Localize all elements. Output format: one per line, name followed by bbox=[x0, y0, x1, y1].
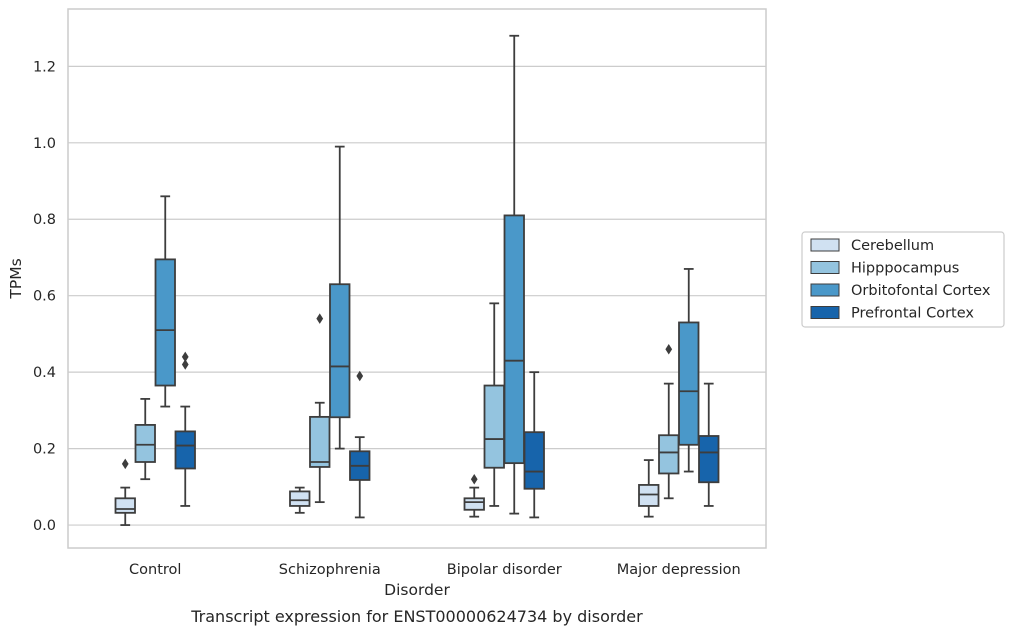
box-cerebellum bbox=[114, 458, 136, 526]
outlier-point bbox=[121, 458, 129, 470]
box-iqr bbox=[503, 214, 525, 465]
legend-swatch bbox=[810, 261, 840, 274]
box-orbitofontal-cortex bbox=[678, 268, 700, 473]
box-iqr bbox=[698, 435, 720, 484]
legend-frame bbox=[801, 231, 1005, 328]
y-tick-label: 0.2 bbox=[33, 442, 56, 458]
legend-label: Orbitofontal Cortex bbox=[851, 283, 991, 299]
legend-swatch bbox=[810, 238, 840, 252]
box-iqr bbox=[463, 497, 485, 511]
legend-label: Hipppocampus bbox=[851, 261, 959, 277]
box-iqr bbox=[174, 430, 196, 470]
outlier-point bbox=[470, 473, 478, 485]
box-hipppocampus bbox=[658, 343, 680, 500]
box-iqr bbox=[523, 431, 545, 490]
box-hipppocampus bbox=[483, 302, 505, 507]
box-iqr bbox=[154, 258, 176, 387]
box-hipppocampus bbox=[134, 398, 156, 481]
legend-swatch bbox=[810, 306, 840, 319]
y-axis-label: TPMs bbox=[7, 258, 25, 299]
box-prefrontal-cortex bbox=[174, 351, 196, 507]
outlier-point bbox=[181, 351, 189, 363]
box-iqr bbox=[114, 497, 136, 514]
legend: Cerebellum Hipppocampus Orbitofontal Corte… bbox=[801, 231, 1005, 328]
box-plot-marks bbox=[114, 34, 720, 526]
box-prefrontal-cortex bbox=[698, 382, 720, 507]
x-tick-label: Schizophrenia bbox=[279, 562, 381, 578]
box-orbitofontal-cortex bbox=[154, 195, 176, 408]
legend-label: Prefrontal Cortex bbox=[851, 306, 974, 322]
box-iqr bbox=[289, 490, 311, 507]
box-iqr bbox=[638, 484, 660, 507]
box-iqr bbox=[329, 283, 351, 419]
box-prefrontal-cortex bbox=[349, 370, 371, 519]
x-tick-labels: Control Schizophrenia Bipolar disorder Majo… bbox=[129, 562, 741, 578]
y-tick-label: 0.8 bbox=[33, 212, 56, 228]
box-cerebellum bbox=[463, 473, 485, 518]
box-iqr bbox=[483, 384, 505, 469]
x-tick-label: Major depression bbox=[617, 562, 741, 578]
y-tick-label: 0.4 bbox=[33, 365, 56, 381]
y-tick-labels: 0.0 0.2 0.4 0.6 0.8 1.0 1.2 bbox=[33, 59, 56, 534]
box-cerebellum bbox=[638, 459, 660, 518]
box-prefrontal-cortex bbox=[523, 371, 545, 519]
box-iqr bbox=[309, 415, 331, 468]
box-orbitofontal-cortex bbox=[503, 34, 525, 515]
box-iqr bbox=[134, 424, 156, 463]
outlier-point bbox=[356, 370, 364, 382]
y-tick-label: 1.2 bbox=[33, 59, 56, 75]
legend-label: Cerebellum bbox=[851, 238, 934, 254]
plot-area-frame bbox=[67, 8, 767, 549]
box-cerebellum bbox=[289, 486, 311, 514]
chart-caption: Transcript expression for ENST0000062473… bbox=[190, 607, 643, 626]
outlier-point bbox=[316, 313, 324, 324]
y-tick-label: 1.0 bbox=[33, 136, 56, 152]
outlier-point bbox=[665, 343, 673, 355]
x-tick-label: Control bbox=[129, 562, 181, 578]
legend-swatch bbox=[810, 283, 840, 297]
y-tick-label: 0.6 bbox=[33, 289, 56, 305]
x-tick-label: Bipolar disorder bbox=[447, 562, 562, 578]
box-iqr bbox=[658, 434, 680, 475]
box-iqr bbox=[678, 321, 700, 446]
box-orbitofontal-cortex bbox=[329, 145, 351, 450]
outlier-point bbox=[181, 359, 189, 370]
y-tick-label: 0.0 bbox=[33, 518, 56, 534]
box-hipppocampus bbox=[309, 313, 331, 504]
x-axis-label: Disorder bbox=[384, 581, 450, 599]
